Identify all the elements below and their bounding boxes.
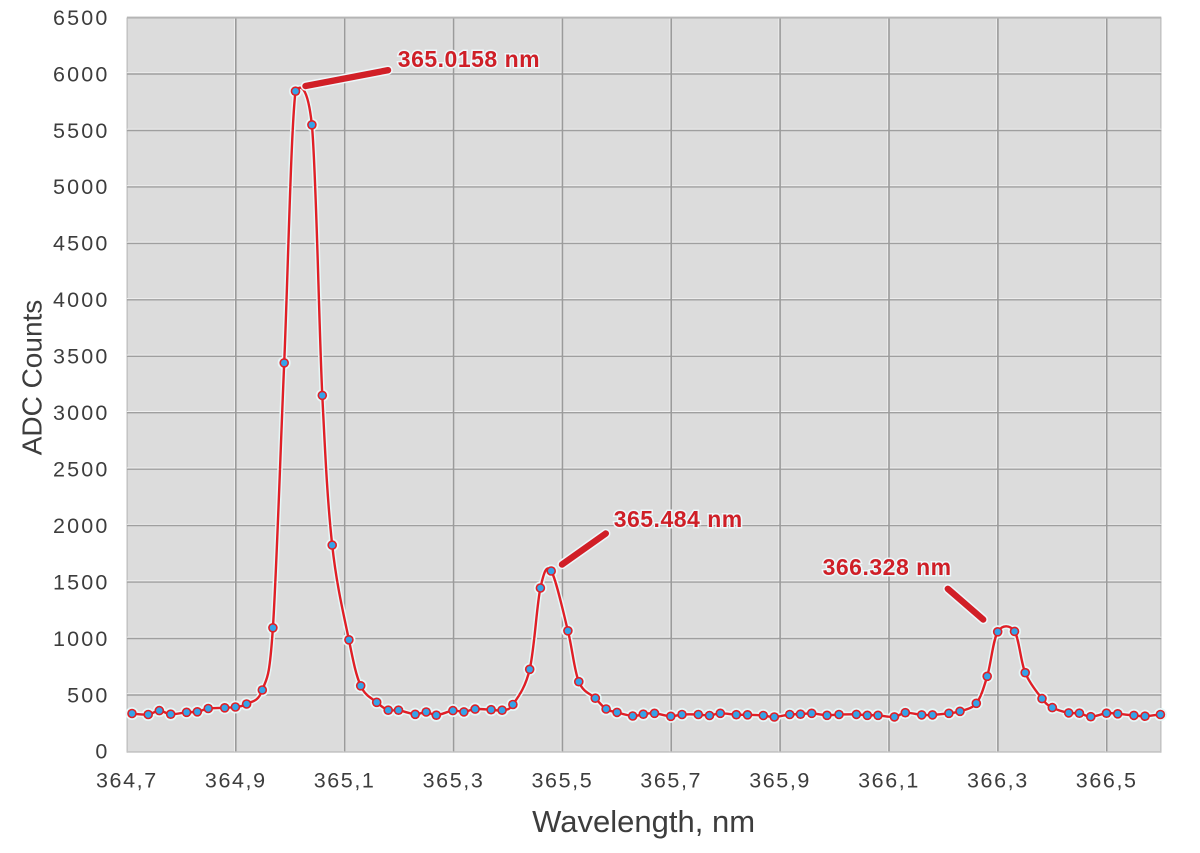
svg-text:365,7: 365,7 bbox=[640, 769, 702, 793]
svg-text:365,3: 365,3 bbox=[423, 769, 485, 793]
svg-text:Wavelength, nm: Wavelength, nm bbox=[532, 804, 755, 839]
svg-text:365,5: 365,5 bbox=[531, 769, 593, 793]
svg-text:366,3: 366,3 bbox=[967, 769, 1029, 793]
svg-text:5500: 5500 bbox=[53, 119, 110, 143]
svg-text:365,1: 365,1 bbox=[314, 769, 376, 793]
svg-text:366,5: 366,5 bbox=[1076, 769, 1138, 793]
svg-text:3000: 3000 bbox=[53, 401, 110, 425]
svg-text:364,7: 364,7 bbox=[96, 769, 158, 793]
svg-text:1000: 1000 bbox=[53, 627, 110, 651]
svg-text:4500: 4500 bbox=[53, 232, 110, 256]
svg-text:366.328 nm: 366.328 nm bbox=[823, 554, 952, 580]
svg-text:6500: 6500 bbox=[53, 6, 110, 30]
svg-text:366,1: 366,1 bbox=[858, 769, 920, 793]
svg-text:365,9: 365,9 bbox=[749, 769, 811, 793]
svg-text:365.0158 nm: 365.0158 nm bbox=[398, 46, 540, 72]
svg-text:0: 0 bbox=[95, 740, 109, 764]
svg-text:6000: 6000 bbox=[53, 62, 110, 86]
svg-text:1500: 1500 bbox=[53, 570, 110, 594]
svg-text:365.484 nm: 365.484 nm bbox=[614, 506, 743, 532]
svg-text:2500: 2500 bbox=[53, 458, 110, 482]
svg-text:364,9: 364,9 bbox=[205, 769, 267, 793]
svg-text:3500: 3500 bbox=[53, 345, 110, 369]
svg-text:5000: 5000 bbox=[53, 175, 110, 199]
svg-text:2000: 2000 bbox=[53, 514, 110, 538]
svg-text:4000: 4000 bbox=[53, 288, 110, 312]
svg-text:ADC Counts: ADC Counts bbox=[17, 300, 48, 456]
svg-text:500: 500 bbox=[67, 683, 109, 707]
